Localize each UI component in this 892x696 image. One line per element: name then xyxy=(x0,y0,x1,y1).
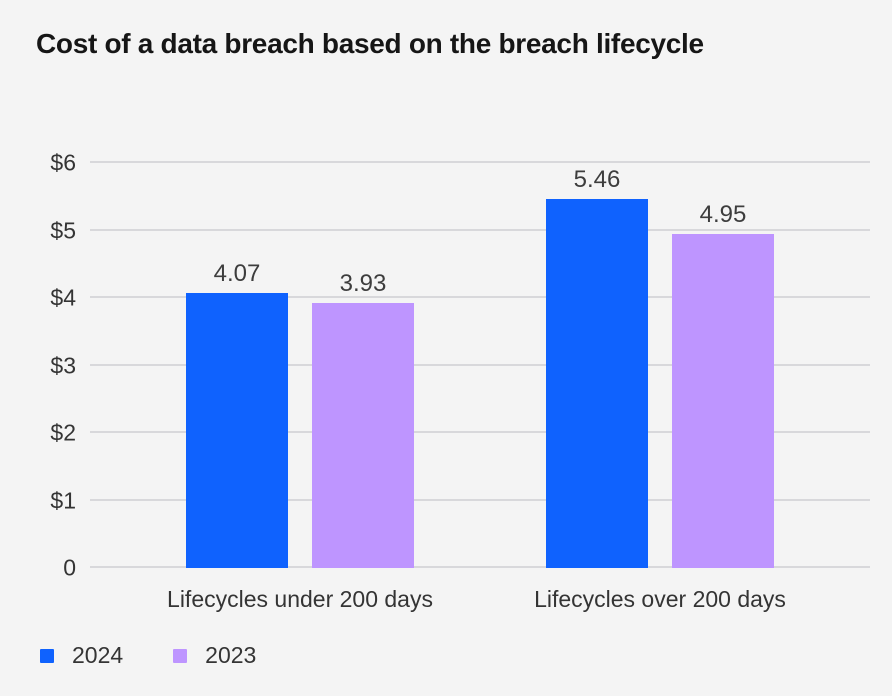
bar-2024-category-2: 5.46 xyxy=(546,168,648,568)
gridline xyxy=(90,161,870,163)
y-tick-label: $3 xyxy=(50,352,76,378)
y-tick-label: $2 xyxy=(50,419,76,446)
x-axis: Lifecycles under 200 days Lifecycles over… xyxy=(90,586,870,613)
y-tick-label: $5 xyxy=(50,217,76,243)
gridline xyxy=(90,431,870,434)
legend-item-2023: 2023 xyxy=(173,642,256,669)
legend-label: 2024 xyxy=(72,642,124,668)
bar-group-2: 5.46 4.95 xyxy=(480,163,840,568)
legend: 2024 2023 xyxy=(40,642,256,669)
gridline xyxy=(90,498,870,501)
y-tick-label: 0 xyxy=(63,554,76,581)
x-category-label: Lifecycles under 200 days xyxy=(167,586,433,612)
legend-label: 2023 xyxy=(205,642,257,668)
bar-value-label: 5.46 xyxy=(573,166,621,194)
y-tick-label: $4 xyxy=(50,284,76,311)
bar-value-label: 3.93 xyxy=(339,269,387,297)
x-category-label: Lifecycles over 200 days xyxy=(534,586,786,612)
y-tick-label: $1 xyxy=(50,487,76,514)
gridline xyxy=(90,228,870,231)
bar-2023-category-2: 4.95 xyxy=(672,202,774,568)
gridline xyxy=(90,363,870,366)
bars-row: 4.07 3.93 5.46 4.95 xyxy=(90,163,870,568)
plot-area: $6 $5 $4 $3 $2 $1 0 4.07 3.93 5.46 4.95 xyxy=(50,151,870,579)
bar-2023-category-1: 3.93 xyxy=(312,271,414,568)
bar-group-1: 4.07 3.93 xyxy=(120,163,480,568)
gridline xyxy=(90,296,870,299)
legend-item-2024: 2024 xyxy=(40,642,123,669)
bar-2024-category-1: 4.07 xyxy=(186,262,288,568)
y-tick-label: $6 xyxy=(50,149,76,176)
legend-swatch-2024 xyxy=(40,648,54,663)
bar-value-label: 4.95 xyxy=(699,200,747,228)
bar-value-label: 4.07 xyxy=(213,260,261,288)
chart-title: Cost of a data breach based on the breac… xyxy=(36,28,704,59)
legend-swatch-2023 xyxy=(173,648,188,663)
gridline xyxy=(90,566,870,568)
